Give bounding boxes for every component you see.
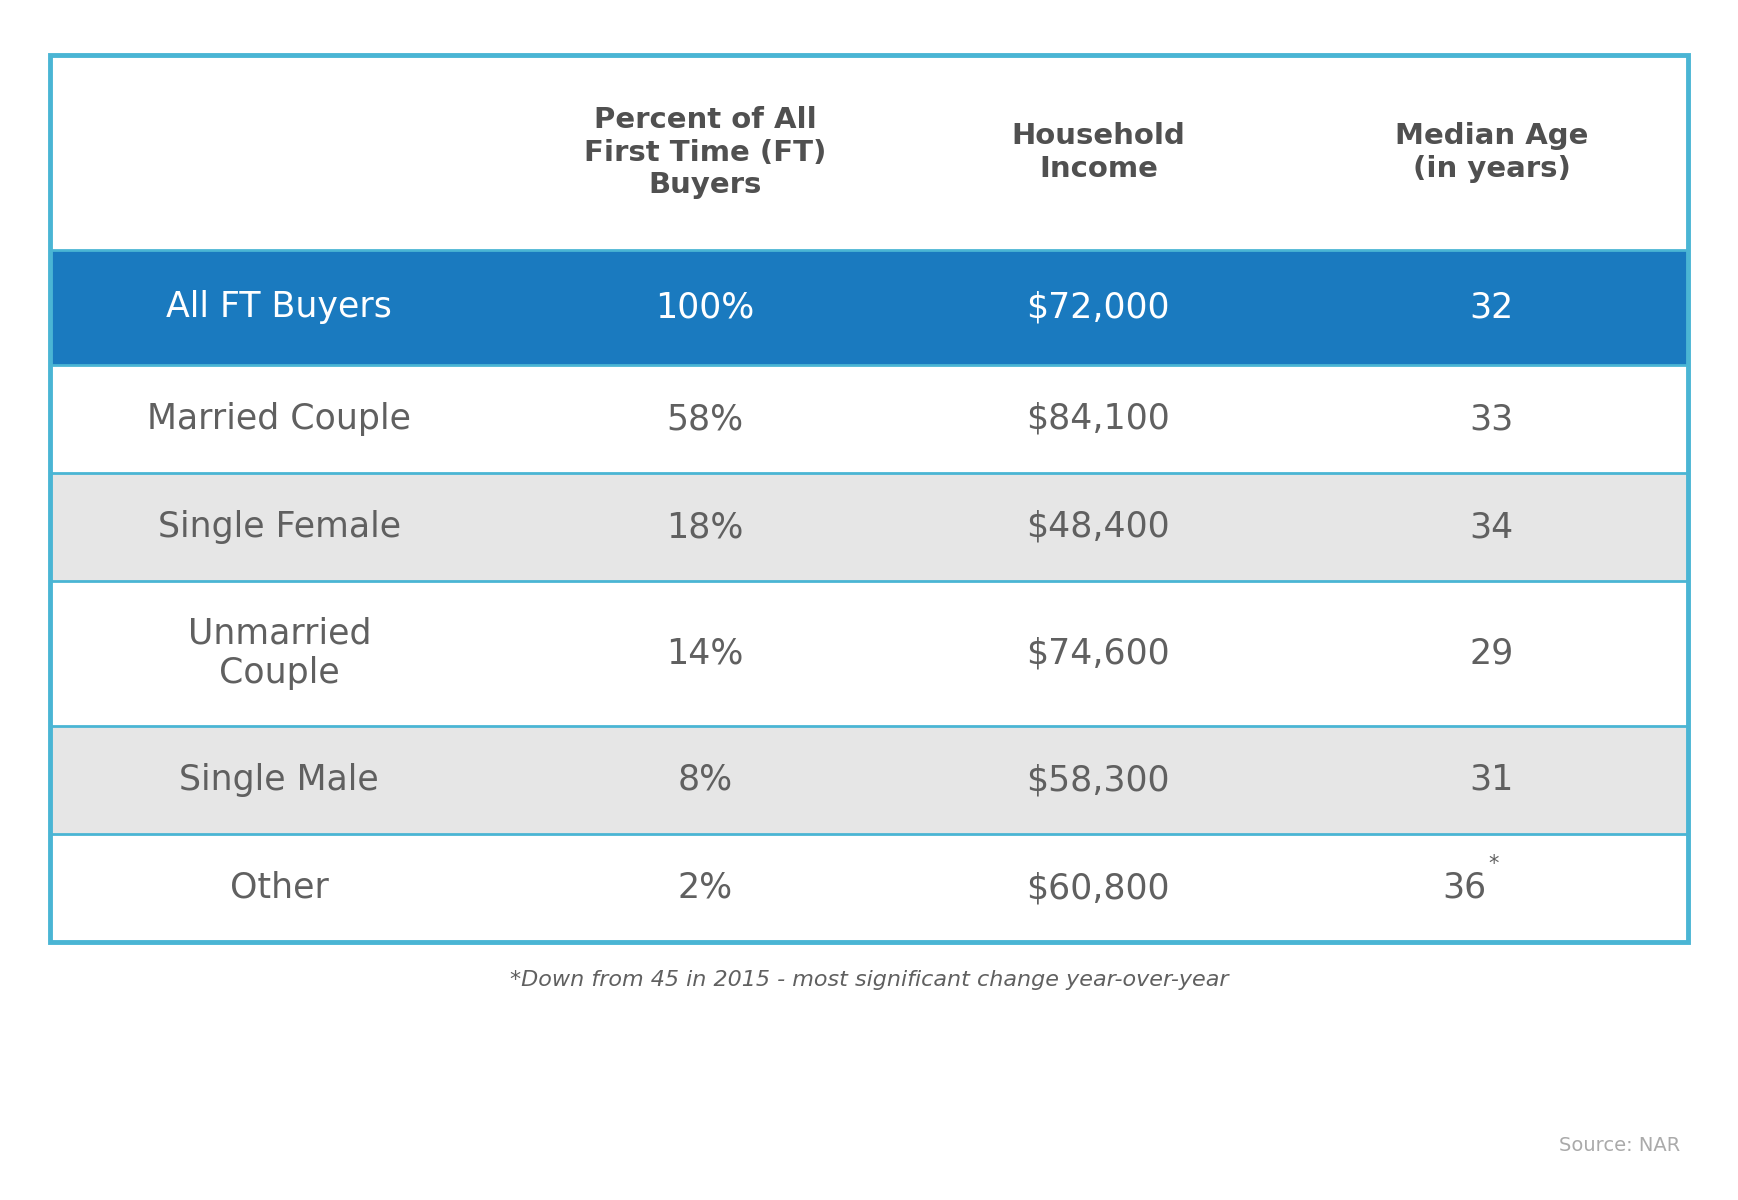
Text: Other: Other <box>229 871 328 905</box>
Text: Source: NAR: Source: NAR <box>1559 1136 1681 1154</box>
Bar <box>50 250 1688 365</box>
Bar <box>50 55 1688 250</box>
Bar <box>50 365 1688 473</box>
Text: *Down from 45 in 2015 - most significant change year-over-year: *Down from 45 in 2015 - most significant… <box>509 970 1229 990</box>
Text: Single Female: Single Female <box>158 510 401 544</box>
Bar <box>50 473 1688 581</box>
Bar <box>50 834 1688 942</box>
Text: 58%: 58% <box>667 402 744 436</box>
Bar <box>50 581 1688 726</box>
Text: Household
Income: Household Income <box>1012 122 1185 182</box>
Text: All FT Buyers: All FT Buyers <box>167 290 393 324</box>
Text: 32: 32 <box>1469 290 1514 324</box>
Text: Married Couple: Married Couple <box>148 402 412 436</box>
Bar <box>50 55 1688 942</box>
Bar <box>50 726 1688 834</box>
Text: $48,400: $48,400 <box>1027 510 1170 544</box>
Text: 100%: 100% <box>655 290 754 324</box>
Text: 34: 34 <box>1469 510 1514 544</box>
Text: 2%: 2% <box>678 871 733 905</box>
Text: $60,800: $60,800 <box>1027 871 1170 905</box>
Text: $58,300: $58,300 <box>1027 763 1170 797</box>
Text: Single Male: Single Male <box>179 763 379 797</box>
Text: 8%: 8% <box>678 763 733 797</box>
Text: 31: 31 <box>1469 763 1514 797</box>
Text: 14%: 14% <box>666 636 744 671</box>
Text: Percent of All
First Time (FT)
Buyers: Percent of All First Time (FT) Buyers <box>584 106 826 199</box>
Text: $72,000: $72,000 <box>1027 290 1170 324</box>
Text: 36: 36 <box>1443 871 1486 905</box>
Text: 33: 33 <box>1469 402 1514 436</box>
Text: $74,600: $74,600 <box>1027 636 1170 671</box>
Text: Unmarried
Couple: Unmarried Couple <box>188 617 372 690</box>
Text: 29: 29 <box>1469 636 1514 671</box>
Text: Median Age
(in years): Median Age (in years) <box>1396 122 1589 182</box>
Text: 18%: 18% <box>666 510 744 544</box>
Text: *: * <box>1488 854 1498 875</box>
Text: $84,100: $84,100 <box>1027 402 1170 436</box>
